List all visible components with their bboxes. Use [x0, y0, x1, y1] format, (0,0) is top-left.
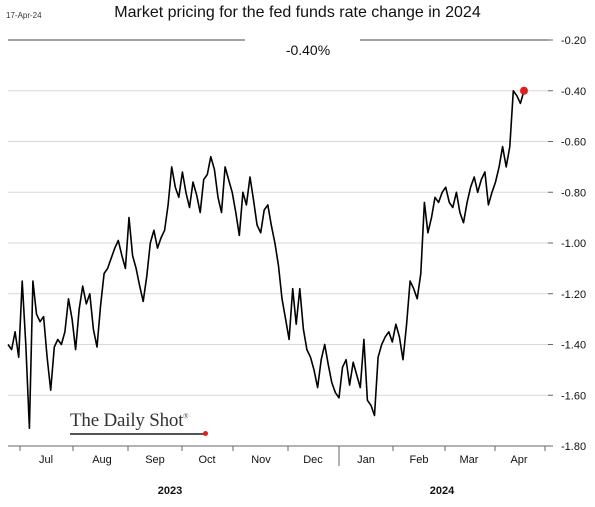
series-line	[7, 90, 525, 429]
chart-title: Market pricing for the fed funds rate ch…	[114, 4, 481, 21]
brand-underline	[70, 433, 206, 435]
y-tick-label: -1.60	[561, 390, 586, 402]
x-tick-label: Apr	[510, 454, 527, 466]
gridlines	[8, 39, 548, 447]
series-layer	[7, 86, 528, 429]
brand-registered-mark: ®	[183, 412, 189, 421]
y-tick-label: -0.80	[561, 187, 586, 199]
x-tick-label: Mar	[460, 454, 479, 466]
x-tick-label: Dec	[303, 454, 323, 466]
year-label: 2023	[158, 485, 182, 497]
y-tick-label: -0.20	[561, 35, 586, 47]
x-tick-label: Oct	[198, 454, 215, 466]
x-tick-label: Sep	[145, 454, 165, 466]
brand-name: The Daily Shot	[70, 410, 184, 431]
x-tick-label: Jul	[39, 454, 53, 466]
date-stamp: 17-Apr-24	[6, 11, 42, 20]
y-tick-label: -0.60	[561, 137, 586, 149]
last-point-marker	[520, 86, 528, 95]
axes: -0.20 -0.40 -0.60 -0.80 -1.00 -1.20 -1.40 -1.60…	[8, 35, 586, 497]
y-tick-label: -1.80	[561, 441, 586, 453]
y-tick-label: -1.40	[561, 340, 586, 352]
year-label: 2024	[430, 485, 455, 497]
brand-dot-icon	[203, 431, 208, 436]
latest-value-label: -0.40%	[285, 42, 331, 58]
y-tick-label: -0.40	[561, 86, 586, 98]
x-tick-label: Jan	[357, 454, 375, 466]
y-tick-label: -1.00	[561, 238, 586, 250]
y-tick-label: -1.20	[561, 289, 586, 301]
x-tick-label: Feb	[410, 454, 429, 466]
x-tick-label: Nov	[251, 454, 271, 466]
x-tick-label: Aug	[92, 454, 112, 466]
brand-logo: The Daily Shot®	[70, 410, 189, 432]
